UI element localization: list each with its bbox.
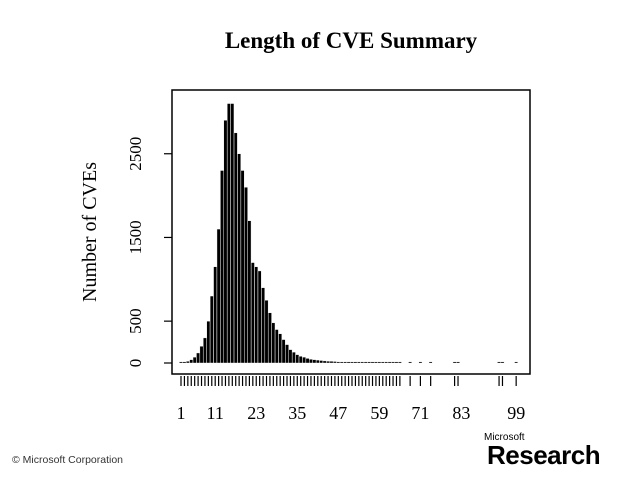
bar <box>305 358 310 364</box>
bar <box>343 361 348 364</box>
bar <box>268 312 272 364</box>
x-tick-label: 47 <box>329 403 347 423</box>
bar <box>360 361 365 364</box>
bar <box>333 361 337 364</box>
logo-research-text: Research <box>487 440 601 470</box>
bar <box>247 220 252 364</box>
y-tick-label: 500 <box>126 308 145 334</box>
bar <box>374 361 378 364</box>
bar <box>363 361 368 364</box>
x-tick-label: 1 <box>177 403 186 423</box>
bar <box>192 356 197 364</box>
bar <box>326 360 330 364</box>
bar <box>182 361 187 364</box>
bar <box>223 120 228 364</box>
bar <box>387 361 392 364</box>
bar <box>315 359 320 364</box>
bar <box>230 103 235 364</box>
bar <box>285 344 289 364</box>
bar <box>452 361 457 364</box>
bar <box>329 361 334 364</box>
bar <box>350 361 354 364</box>
bar <box>179 361 183 364</box>
bar <box>240 170 245 364</box>
bar <box>185 361 190 364</box>
bar <box>353 361 358 364</box>
y-tick-label: 0 <box>126 359 145 368</box>
bar <box>391 361 395 364</box>
bar <box>281 339 286 364</box>
chart-title: Length of CVE Summary <box>225 28 478 53</box>
x-tick-label: 23 <box>247 403 265 423</box>
bar <box>346 361 351 364</box>
x-tick-label: 83 <box>452 403 470 423</box>
bar <box>199 346 204 364</box>
x-tick-label: 59 <box>370 403 388 423</box>
x-tick-label: 11 <box>207 403 224 423</box>
bar <box>261 287 265 364</box>
microsoft-research-logo: Microsoft Research <box>484 432 604 472</box>
bar <box>309 359 313 364</box>
bar <box>295 354 300 364</box>
bar <box>220 170 224 364</box>
bar <box>322 360 327 364</box>
bar <box>278 333 283 364</box>
bar <box>428 361 433 364</box>
bar <box>370 361 375 364</box>
bar <box>367 361 371 364</box>
bar <box>339 361 344 364</box>
bar <box>209 295 214 364</box>
bar <box>380 361 385 364</box>
plot-frame <box>171 89 531 375</box>
bar <box>298 356 303 364</box>
bar <box>227 103 231 364</box>
bar <box>514 361 519 364</box>
rug-ticks <box>180 376 517 386</box>
bar <box>271 322 276 364</box>
bar <box>233 132 238 364</box>
bar <box>254 266 259 364</box>
y-axis-label: Number of CVEs <box>79 162 101 302</box>
y-axis: 0 500 1500 2500 <box>126 137 172 367</box>
bar <box>418 361 423 364</box>
bar <box>394 361 399 364</box>
bar <box>206 320 211 364</box>
bar <box>312 359 317 364</box>
bar <box>237 153 241 364</box>
copyright-text: © Microsoft Corporation <box>12 454 124 466</box>
logo-microsoft-text: Microsoft <box>484 432 525 443</box>
x-tick-label: 35 <box>288 403 306 423</box>
bar <box>257 270 262 364</box>
y-tick-label: 2500 <box>126 137 145 171</box>
bar <box>384 361 389 364</box>
bars-group <box>179 103 519 364</box>
bar <box>356 361 361 364</box>
bar <box>497 361 501 364</box>
bar <box>264 300 269 364</box>
bar <box>250 262 255 364</box>
bar <box>189 359 194 364</box>
bar <box>244 187 248 364</box>
bar <box>500 361 505 364</box>
bar <box>377 361 382 364</box>
bar <box>274 329 279 364</box>
x-tick-labels: 1 11 23 35 47 59 71 83 99 <box>177 403 526 423</box>
y-tick-label: 1500 <box>126 220 145 254</box>
bar <box>408 361 412 364</box>
bar <box>319 360 324 364</box>
bar <box>203 337 207 364</box>
bar <box>288 349 293 364</box>
bar <box>213 266 218 364</box>
bar <box>336 361 341 364</box>
bar <box>196 352 200 364</box>
x-tick-label: 71 <box>411 403 429 423</box>
bar <box>292 351 296 364</box>
bar <box>302 356 306 364</box>
bar <box>216 228 221 364</box>
bar <box>398 361 402 364</box>
x-tick-label: 99 <box>507 403 525 423</box>
bar <box>456 361 460 364</box>
